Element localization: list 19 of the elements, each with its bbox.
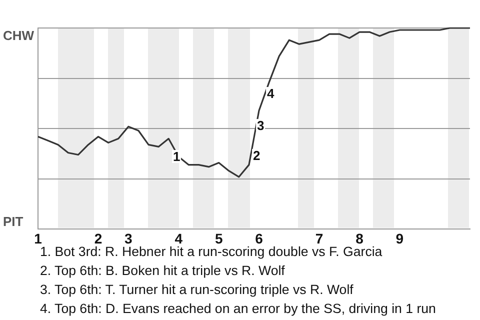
x-tick-label: 6 [255, 230, 264, 246]
x-tick-label: 3 [124, 230, 133, 246]
text: 2. Top 6th: B. Boken hit a triple vs R. Wolf [40, 262, 286, 280]
x-tick-label: 4 [174, 230, 183, 246]
annotation: 1 [172, 149, 182, 164]
annotation: 3 [256, 118, 266, 133]
annotation: 4 [266, 86, 276, 101]
annotation: 2 [252, 148, 262, 163]
text: 4. Top 6th: D. Evans reached on an error by the SS, driving in 1 run [40, 300, 436, 318]
text: 3. Top 6th: T. Turner hit a run-scoring triple vs R. Wolf [40, 281, 354, 299]
text: PIT [3, 214, 24, 229]
x-tick-label: 1 [34, 230, 42, 246]
text: CHW [3, 28, 34, 43]
x-tick-label: 8 [356, 230, 364, 246]
x-tick-label: 9 [396, 230, 404, 246]
x-tick-label: 5 [214, 230, 223, 246]
x-tick-label: 2 [94, 230, 102, 246]
x-tick-label: 7 [315, 230, 324, 246]
text: 1. Bot 3rd: R. Hebner hit a run-scoring double vs F. Garcia [40, 244, 382, 259]
